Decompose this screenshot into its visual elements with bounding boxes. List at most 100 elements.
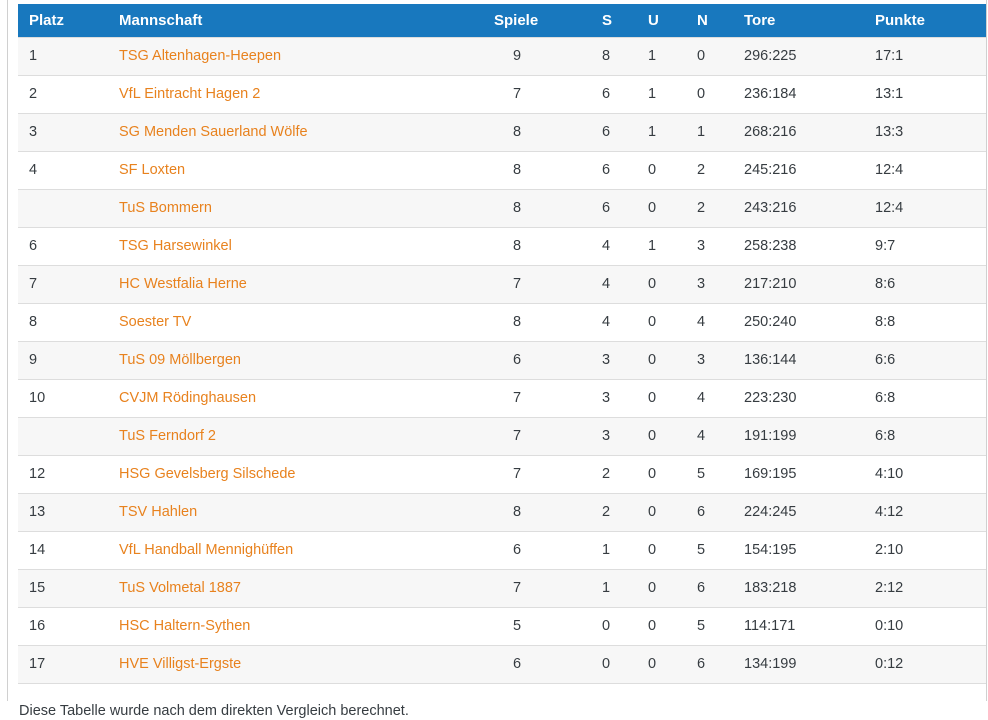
tore-cell: 191:199 (733, 417, 864, 456)
table-row: 2 VfL Eintracht Hagen 2 7 6 1 0 236:184 13:1 (18, 75, 986, 114)
team-cell: TuS Volmetal 1887 (108, 569, 483, 608)
platz-cell: 16 (18, 607, 108, 646)
punkte-cell: 17:1 (864, 37, 986, 76)
n-cell: 4 (686, 379, 733, 418)
team-link[interactable]: Soester TV (119, 314, 192, 330)
s-cell: 6 (591, 151, 637, 190)
table-row: 16 HSC Haltern-Sythen 5 0 0 5 114:171 0:10 (18, 607, 986, 646)
u-cell: 0 (637, 379, 686, 418)
punkte-cell: 9:7 (864, 227, 986, 266)
s-cell: 8 (591, 37, 637, 76)
team-cell: TuS Bommern (108, 189, 483, 228)
spiele-cell: 8 (483, 189, 591, 228)
team-link[interactable]: TuS Ferndorf 2 (119, 428, 216, 444)
s-cell: 2 (591, 455, 637, 494)
team-link[interactable]: TuS Bommern (119, 200, 212, 216)
team-link[interactable]: HVE Villigst-Ergste (119, 656, 242, 672)
s-cell: 0 (591, 607, 637, 646)
n-cell: 3 (686, 265, 733, 304)
team-link[interactable]: VfL Handball Mennighüffen (119, 542, 294, 558)
platz-cell: 7 (18, 265, 108, 304)
standings-table-body: 1 TSG Altenhagen-Heepen 9 8 1 0 296:225 17:1 2 Vf… (18, 37, 986, 684)
n-cell: 5 (686, 531, 733, 570)
platz-cell: 2 (18, 75, 108, 114)
s-cell: 3 (591, 417, 637, 456)
team-link[interactable]: TSG Harsewinkel (119, 238, 232, 254)
u-cell: 0 (637, 303, 686, 342)
punkte-cell: 4:10 (864, 455, 986, 494)
platz-cell: 4 (18, 151, 108, 190)
punkte-cell: 13:3 (864, 113, 986, 152)
table-row: 1 TSG Altenhagen-Heepen 9 8 1 0 296:225 17:1 (18, 37, 986, 76)
u-cell: 0 (637, 455, 686, 494)
u-cell: 0 (637, 569, 686, 608)
n-cell: 2 (686, 189, 733, 228)
s-cell: 3 (591, 341, 637, 380)
spiele-cell: 5 (483, 607, 591, 646)
table-row: 4 SF Loxten 8 6 0 2 245:216 12:4 (18, 151, 986, 190)
platz-cell: 6 (18, 227, 108, 266)
n-cell: 3 (686, 227, 733, 266)
team-link[interactable]: SG Menden Sauerland Wölfe (119, 124, 308, 140)
punkte-cell: 8:8 (864, 303, 986, 342)
team-cell: VfL Handball Mennighüffen (108, 531, 483, 570)
spiele-cell: 8 (483, 113, 591, 152)
tore-cell: 245:216 (733, 151, 864, 190)
table-row: 6 TSG Harsewinkel 8 4 1 3 258:238 9:7 (18, 227, 986, 266)
team-cell: TuS Ferndorf 2 (108, 417, 483, 456)
column-header-platz: Platz (18, 4, 108, 38)
u-cell: 1 (637, 227, 686, 266)
n-cell: 2 (686, 151, 733, 190)
punkte-cell: 13:1 (864, 75, 986, 114)
u-cell: 0 (637, 265, 686, 304)
table-row: TuS Bommern 8 6 0 2 243:216 12:4 (18, 189, 986, 228)
spiele-cell: 9 (483, 37, 591, 76)
platz-cell (18, 417, 108, 456)
team-cell: VfL Eintracht Hagen 2 (108, 75, 483, 114)
team-cell: TSV Hahlen (108, 493, 483, 532)
team-link[interactable]: HSG Gevelsberg Silschede (119, 466, 296, 482)
spiele-cell: 7 (483, 265, 591, 304)
tore-cell: 243:216 (733, 189, 864, 228)
u-cell: 0 (637, 189, 686, 228)
team-link[interactable]: HC Westfalia Herne (119, 276, 247, 292)
standings-table: Platz Mannschaft Spiele S U N Tore Punkt… (18, 4, 986, 684)
n-cell: 3 (686, 341, 733, 380)
column-header-spiele: Spiele (483, 4, 591, 38)
platz-cell: 1 (18, 37, 108, 76)
table-row: 14 VfL Handball Mennighüffen 6 1 0 5 154:195 2:… (18, 531, 986, 570)
team-link[interactable]: TuS 09 Möllbergen (119, 352, 241, 368)
spiele-cell: 8 (483, 227, 591, 266)
tore-cell: 154:195 (733, 531, 864, 570)
spiele-cell: 8 (483, 493, 591, 532)
n-cell: 5 (686, 607, 733, 646)
team-link[interactable]: HSC Haltern-Sythen (119, 618, 251, 634)
platz-cell: 12 (18, 455, 108, 494)
s-cell: 2 (591, 493, 637, 532)
s-cell: 3 (591, 379, 637, 418)
s-cell: 1 (591, 531, 637, 570)
team-link[interactable]: SF Loxten (119, 162, 186, 178)
spiele-cell: 7 (483, 417, 591, 456)
n-cell: 1 (686, 113, 733, 152)
u-cell: 0 (637, 607, 686, 646)
team-link[interactable]: TSG Altenhagen-Heepen (119, 48, 282, 64)
punkte-cell: 0:12 (864, 645, 986, 684)
column-header-s: S (591, 4, 637, 38)
team-link[interactable]: TuS Volmetal 1887 (119, 580, 241, 596)
team-link[interactable]: VfL Eintracht Hagen 2 (119, 86, 261, 102)
punkte-cell: 12:4 (864, 151, 986, 190)
spiele-cell: 6 (483, 341, 591, 380)
spiele-cell: 8 (483, 151, 591, 190)
platz-cell: 15 (18, 569, 108, 608)
tore-cell: 268:216 (733, 113, 864, 152)
punkte-cell: 4:12 (864, 493, 986, 532)
team-cell: TSG Harsewinkel (108, 227, 483, 266)
table-row: 9 TuS 09 Möllbergen 6 3 0 3 136:144 6:6 (18, 341, 986, 380)
team-link[interactable]: TSV Hahlen (119, 504, 198, 520)
table-row: TuS Ferndorf 2 7 3 0 4 191:199 6:8 (18, 417, 986, 456)
punkte-cell: 8:6 (864, 265, 986, 304)
column-header-u: U (637, 4, 686, 38)
team-cell: TSG Altenhagen-Heepen (108, 37, 483, 76)
team-link[interactable]: CVJM Rödinghausen (119, 390, 257, 406)
